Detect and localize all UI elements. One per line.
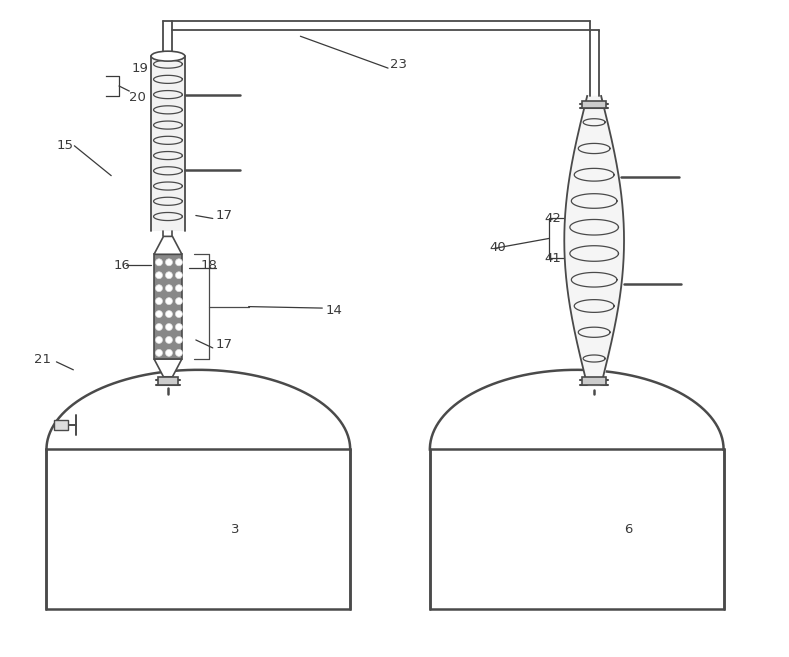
Text: 14: 14 [325,304,342,317]
Bar [430,449,724,609]
Bar [158,377,178,385]
Text: 6: 6 [624,523,633,535]
Bar [154,254,182,359]
Circle shape [166,298,173,305]
Polygon shape [154,237,182,254]
Bar [54,420,69,430]
Text: 20: 20 [129,91,146,104]
Circle shape [166,259,173,266]
Circle shape [155,272,163,279]
Circle shape [155,336,163,344]
Circle shape [166,323,173,330]
Bar [582,101,606,108]
Text: 40: 40 [490,241,507,254]
Bar [151,56,185,231]
Text: 42: 42 [544,212,561,225]
Ellipse shape [151,51,185,61]
Circle shape [175,350,182,356]
Text: 23: 23 [390,58,407,70]
Circle shape [155,284,163,292]
Circle shape [175,259,182,266]
Circle shape [175,272,182,279]
Circle shape [175,298,182,305]
Bar [582,377,606,385]
Text: 19: 19 [131,62,148,75]
Circle shape [175,311,182,317]
Text: 21: 21 [34,353,50,367]
Circle shape [155,298,163,305]
Circle shape [175,323,182,330]
Circle shape [155,311,163,317]
Circle shape [155,323,163,330]
Polygon shape [154,359,182,377]
Text: 18: 18 [201,259,218,272]
Circle shape [166,272,173,279]
Circle shape [166,311,173,317]
Circle shape [166,336,173,344]
Circle shape [166,284,173,292]
Circle shape [175,284,182,292]
Circle shape [155,350,163,356]
Text: 41: 41 [544,252,561,265]
Text: 17: 17 [215,338,233,351]
Text: 15: 15 [57,139,73,152]
Text: 16: 16 [113,259,130,272]
Circle shape [155,259,163,266]
Text: 17: 17 [215,209,233,222]
Circle shape [166,350,173,356]
Circle shape [175,336,182,344]
Bar [47,449,350,609]
Text: 3: 3 [230,523,239,535]
